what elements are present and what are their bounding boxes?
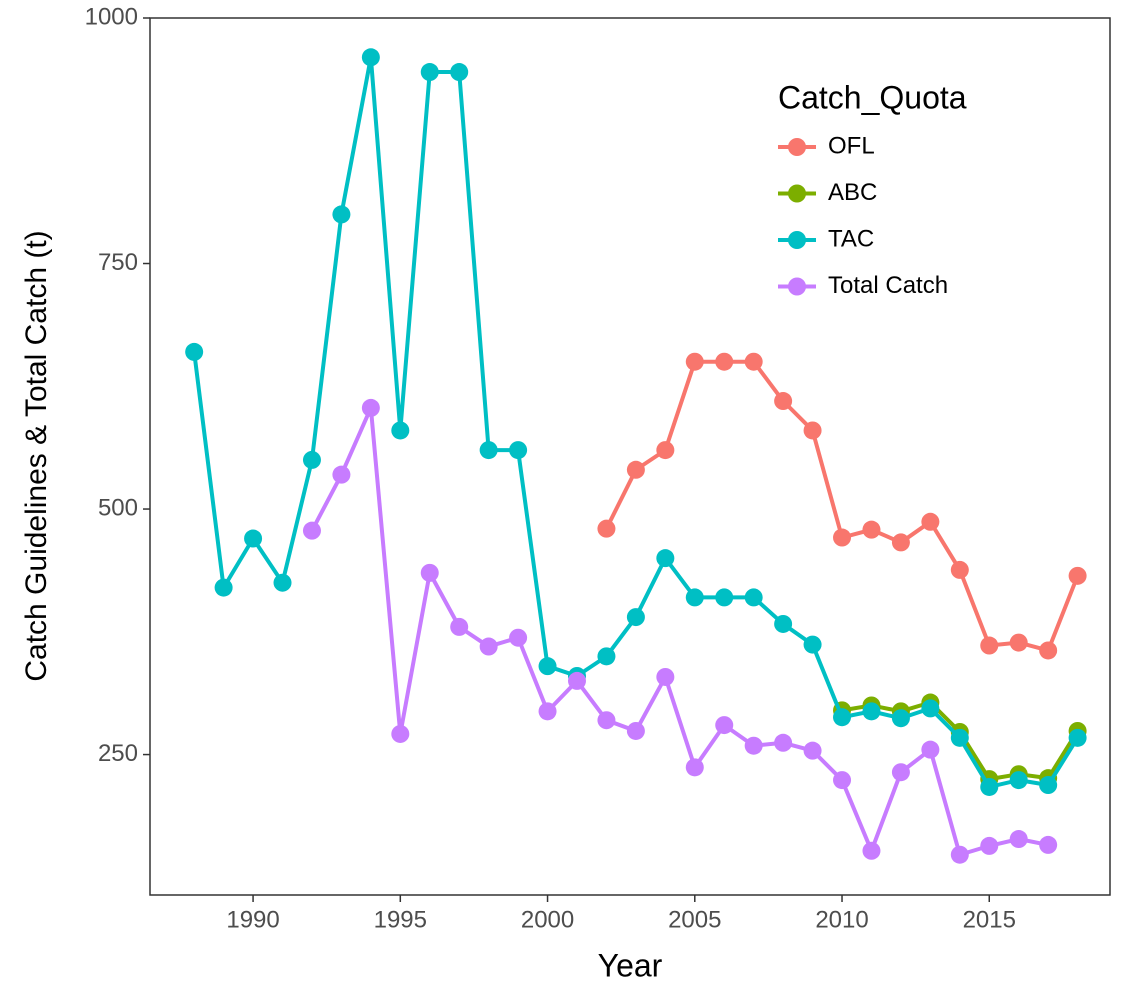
- x-tick-label: 2010: [815, 906, 868, 933]
- data-point: [744, 736, 763, 755]
- data-point: [950, 728, 969, 747]
- data-point: [567, 671, 586, 690]
- data-point: [597, 519, 616, 538]
- y-axis-label: Catch Guidelines & Total Catch (t): [20, 230, 53, 681]
- data-point: [921, 699, 940, 718]
- series-line: [192, 55, 1080, 789]
- x-tick-label: 2005: [668, 906, 721, 933]
- x-axis-label: Year: [598, 947, 663, 983]
- data-point: [950, 845, 969, 864]
- data-point: [1039, 776, 1058, 795]
- data-point: [420, 63, 439, 82]
- data-point: [656, 549, 675, 568]
- x-tick-label: 1995: [374, 906, 427, 933]
- data-point: [391, 421, 410, 440]
- data-point: [479, 637, 498, 656]
- data-point: [597, 647, 616, 666]
- data-point: [685, 588, 704, 607]
- data-point: [656, 667, 675, 686]
- data-point: [273, 573, 292, 592]
- data-point: [1009, 771, 1028, 790]
- y-tick-label: 1000: [85, 3, 138, 30]
- legend-label: OFL: [828, 132, 875, 159]
- data-point: [980, 777, 999, 796]
- y-tick-label: 250: [98, 740, 138, 767]
- data-point: [921, 512, 940, 531]
- data-point: [244, 529, 263, 548]
- data-point: [715, 588, 734, 607]
- data-point: [744, 588, 763, 607]
- data-point: [833, 528, 852, 547]
- legend-label: Total Catch: [828, 272, 948, 299]
- data-point: [332, 205, 351, 224]
- data-point: [214, 578, 233, 597]
- data-point: [744, 352, 763, 371]
- data-point: [509, 628, 528, 647]
- data-point: [803, 421, 822, 440]
- data-point: [862, 702, 881, 721]
- data-point: [479, 441, 498, 460]
- data-point: [774, 733, 793, 752]
- series-line: [310, 405, 1049, 857]
- legend-label: ABC: [828, 179, 877, 206]
- data-point: [774, 614, 793, 633]
- data-point: [538, 657, 557, 676]
- legend-marker: [788, 138, 806, 156]
- data-point: [302, 450, 321, 469]
- data-point: [626, 460, 645, 479]
- data-point: [302, 521, 321, 540]
- data-point: [921, 740, 940, 759]
- y-tick-label: 500: [98, 494, 138, 521]
- legend-marker: [788, 184, 806, 203]
- data-point: [538, 702, 557, 721]
- data-point: [1068, 728, 1087, 747]
- legend-marker: [788, 231, 806, 249]
- data-point: [391, 724, 410, 743]
- data-point: [1009, 633, 1028, 652]
- data-point: [1068, 566, 1087, 585]
- data-point: [862, 841, 881, 860]
- data-point: [715, 352, 734, 371]
- data-point: [891, 709, 910, 728]
- legend-label: TAC: [828, 225, 874, 252]
- data-point: [980, 836, 999, 855]
- data-point: [891, 533, 910, 552]
- data-point: [656, 441, 675, 460]
- data-point: [420, 563, 439, 582]
- data-point: [833, 771, 852, 790]
- data-point: [597, 711, 616, 730]
- data-point: [685, 352, 704, 371]
- data-point: [891, 763, 910, 782]
- data-point: [361, 48, 380, 67]
- data-point: [685, 758, 704, 777]
- data-point: [1039, 835, 1058, 854]
- legend-title: Catch_Quota: [778, 79, 967, 115]
- data-point: [450, 617, 469, 636]
- data-point: [715, 716, 734, 735]
- data-point: [803, 635, 822, 654]
- data-point: [185, 342, 204, 361]
- data-point: [950, 560, 969, 579]
- legend-marker: [788, 277, 806, 296]
- series-line: [604, 359, 1080, 653]
- data-point: [774, 392, 793, 411]
- x-tick-label: 2000: [521, 906, 574, 933]
- data-point: [1039, 641, 1058, 660]
- data-point: [803, 741, 822, 760]
- x-tick-label: 1990: [226, 906, 279, 933]
- y-tick-label: 750: [98, 249, 138, 276]
- data-point: [1009, 830, 1028, 849]
- data-point: [833, 708, 852, 727]
- data-point: [332, 465, 351, 484]
- data-point: [509, 441, 528, 460]
- data-point: [626, 608, 645, 627]
- plot-border: [149, 17, 1111, 896]
- data-point: [361, 398, 380, 417]
- data-point: [450, 63, 469, 82]
- x-tick-label: 2015: [963, 906, 1016, 933]
- data-point: [626, 721, 645, 740]
- data-point: [862, 520, 881, 539]
- data-point: [980, 636, 999, 655]
